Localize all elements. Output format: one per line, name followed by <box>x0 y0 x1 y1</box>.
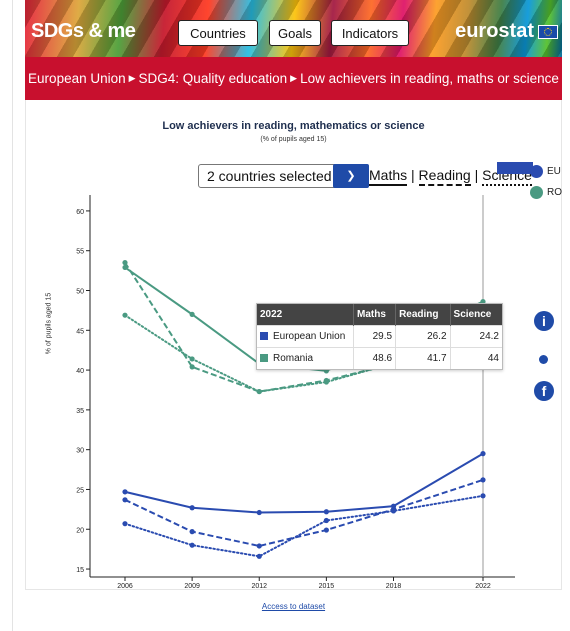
tooltip-value: 24.2 <box>450 325 502 348</box>
chart-title: Low achievers in reading, mathematics or… <box>162 120 425 132</box>
chevron-down-icon[interactable]: ❯ <box>333 164 369 188</box>
tooltip-header-reading: Reading <box>395 304 451 326</box>
tooltip-row-name: European Union <box>273 331 346 342</box>
nav-goals-button[interactable]: Goals <box>269 20 321 46</box>
y-axis-label: % of pupils aged 15 <box>45 292 53 355</box>
toggle-maths[interactable]: Maths <box>369 167 408 186</box>
breadcrumb-item-indicator: Low achievers in reading, maths or scien… <box>300 71 559 86</box>
legend-item-eu[interactable]: EU <box>530 165 561 178</box>
tooltip-value: 41.7 <box>395 347 451 369</box>
eurostat-logo[interactable]: eurostat <box>455 20 534 42</box>
top-bar: SDGs & me Countries Goals Indicators eur… <box>25 0 562 57</box>
chevron-right-icon: ▶ <box>290 73 298 83</box>
tooltip-header-maths: Maths <box>353 304 397 326</box>
swatch-icon <box>260 354 268 362</box>
legend-label-ro: RO <box>547 187 562 198</box>
country-select[interactable]: 2 countries selected ❯ <box>198 164 369 188</box>
info-icon[interactable]: i <box>534 311 554 331</box>
legend-dot-icon <box>530 186 543 199</box>
share-dot-icon[interactable] <box>539 355 548 364</box>
breadcrumb: European Union ▶ SDG4: Quality education… <box>25 57 562 100</box>
tooltip-header-science: Science <box>450 304 502 326</box>
tooltip-row: European Union 29.5 26.2 24.2 <box>257 325 502 348</box>
tooltip-value: 29.5 <box>353 325 397 348</box>
tooltip-header-year: 2022 <box>257 304 354 326</box>
legend-bar <box>497 162 533 174</box>
legend-label-eu: EU <box>547 166 561 177</box>
chevron-right-icon: ▶ <box>128 73 136 83</box>
eu-flag-icon <box>538 25 558 39</box>
chart-subtitle: (% of pupils aged 15) <box>260 136 327 143</box>
access-dataset-link[interactable]: Access to dataset <box>261 602 326 611</box>
tooltip-row-name: Romania <box>273 353 314 364</box>
country-select-value: 2 countries selected <box>207 168 332 184</box>
legend-item-ro[interactable]: RO <box>530 186 562 199</box>
nav-indicators-button[interactable]: Indicators <box>331 20 409 46</box>
content-panel <box>25 100 562 590</box>
nav-countries-button[interactable]: Countries <box>178 20 258 46</box>
sdgs-logo[interactable]: SDGs & me <box>31 20 136 42</box>
tooltip-row: Romania 48.6 41.7 44 <box>257 347 502 369</box>
tooltip-value: 44 <box>450 347 502 369</box>
breadcrumb-item-eu[interactable]: European Union <box>28 71 126 86</box>
toggle-reading[interactable]: Reading <box>418 167 471 186</box>
breadcrumb-item-sdg4[interactable]: SDG4: Quality education <box>138 71 288 86</box>
legend-dot-icon <box>530 165 543 178</box>
tooltip-value: 48.6 <box>353 347 397 369</box>
chart-tooltip: 2022 Maths Reading Science European Unio… <box>256 303 503 370</box>
swatch-icon <box>260 332 268 340</box>
facebook-icon[interactable]: f <box>534 381 554 401</box>
tooltip-value: 26.2 <box>395 325 451 348</box>
page-frame <box>12 0 570 631</box>
